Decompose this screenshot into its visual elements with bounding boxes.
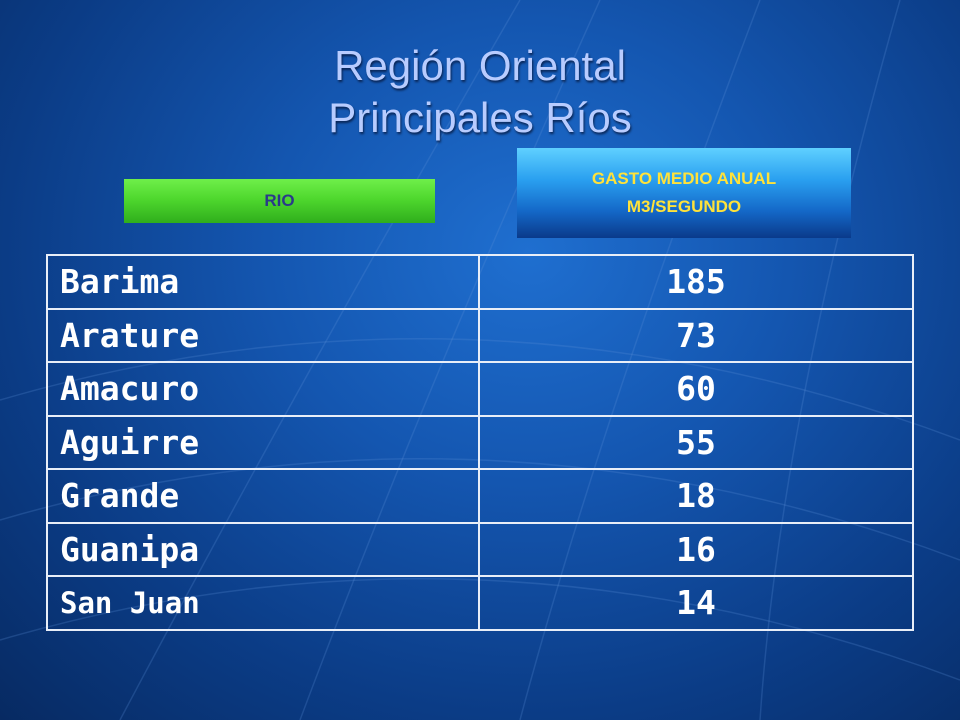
gasto-label-line-1: GASTO MEDIO ANUAL xyxy=(591,169,777,188)
table-row: Aguirre 55 xyxy=(46,414,914,470)
river-name-cell: Aguirre xyxy=(46,414,480,470)
river-name-cell: San Juan xyxy=(46,575,480,631)
rio-header-label: RIO xyxy=(124,179,435,223)
gasto-header-label: GASTO MEDIO ANUAL M3/SEGUNDO xyxy=(517,148,851,238)
river-flow-cell: 14 xyxy=(478,575,914,631)
river-flow-cell: 73 xyxy=(478,307,914,363)
title-line-2: Principales Ríos xyxy=(328,94,632,141)
gasto-label-line-2: M3/SEGUNDO xyxy=(626,197,742,216)
river-name-cell: Grande xyxy=(46,468,480,524)
table-row: Amacuro 60 xyxy=(46,361,914,417)
table-row: Arature 73 xyxy=(46,307,914,363)
table-row: Grande 18 xyxy=(46,468,914,524)
river-name-cell: Arature xyxy=(46,307,480,363)
river-name-cell: Amacuro xyxy=(46,361,480,417)
table-row: Barima 185 xyxy=(46,254,914,310)
river-name-cell: Barima xyxy=(46,254,480,310)
table-row: San Juan 14 xyxy=(46,575,914,631)
river-name-cell: Guanipa xyxy=(46,521,480,577)
rio-label-text: RIO xyxy=(264,191,295,210)
rivers-table: Barima 185 Arature 73 Amacuro 60 Aguirre… xyxy=(46,254,914,631)
slide-title: Región Oriental Principales Ríos xyxy=(0,40,960,144)
table-row: Guanipa 16 xyxy=(46,521,914,577)
river-flow-cell: 18 xyxy=(478,468,914,524)
title-line-1: Región Oriental xyxy=(334,42,626,89)
river-flow-cell: 60 xyxy=(478,361,914,417)
river-flow-cell: 185 xyxy=(478,254,914,310)
river-flow-cell: 55 xyxy=(478,414,914,470)
river-flow-cell: 16 xyxy=(478,521,914,577)
